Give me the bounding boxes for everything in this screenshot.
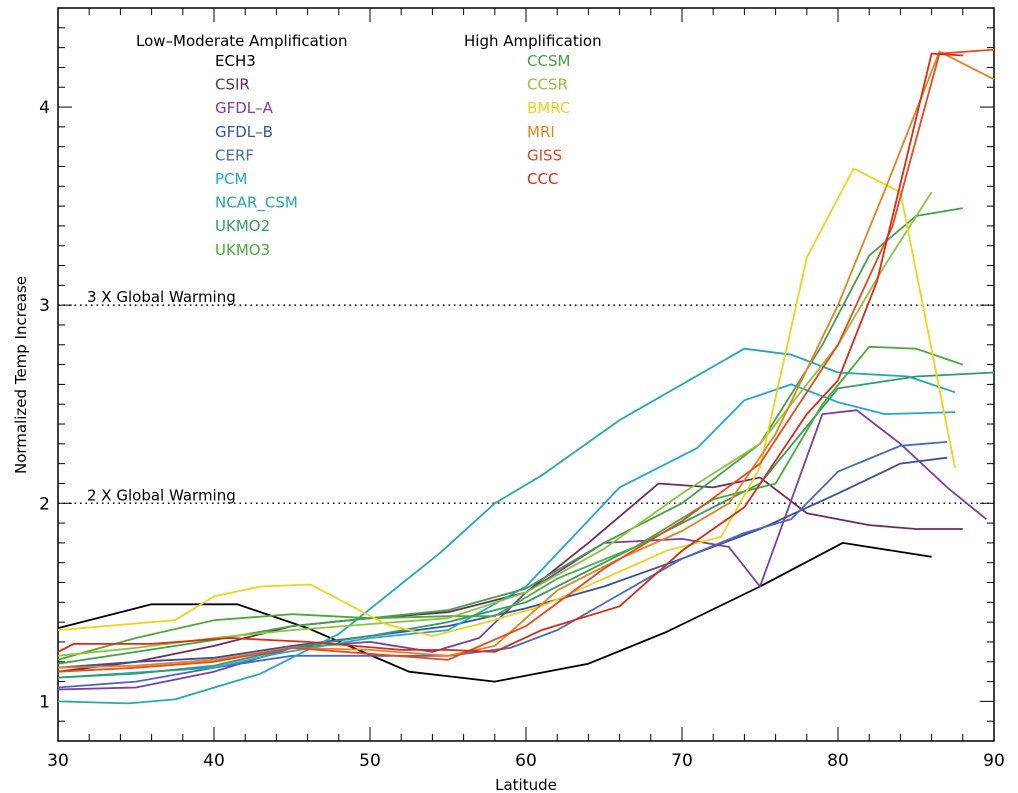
series-line-cerf xyxy=(57,441,948,689)
series-line-ncar-csm xyxy=(57,347,956,705)
plot-frame xyxy=(57,7,995,742)
legend-item: UKMO2 xyxy=(215,217,270,235)
legend-item: PCM xyxy=(215,170,247,188)
data-series xyxy=(57,48,995,705)
series-line-mri xyxy=(57,50,995,669)
reference-lines: 3 X Global Warming 2 X Global Warming xyxy=(58,288,994,504)
legend-group-title: High Amplification xyxy=(464,32,602,50)
x-tick-label: 70 xyxy=(671,751,693,771)
legend-item: NCAR_CSM xyxy=(215,194,298,213)
legend-item: GFDL–B xyxy=(215,123,273,141)
series-line-gfdl-b xyxy=(57,456,948,669)
legend-item: CCC xyxy=(527,170,558,188)
legend-group-title: Low–Moderate Amplification xyxy=(136,32,348,50)
legend-item: CERF xyxy=(215,146,254,164)
x-tick-label: 40 xyxy=(203,751,225,771)
x-tick-label: 90 xyxy=(983,751,1005,771)
legend-item: GISS xyxy=(527,146,562,164)
reference-line-label: 2 X Global Warming xyxy=(87,486,236,504)
axis-ticks: 30 40 50 60 70 80 90 1 2 3 4 xyxy=(39,7,1005,771)
y-tick-label: 4 xyxy=(39,98,50,118)
y-axis-title: Normalized Temp Increase xyxy=(12,276,30,474)
y-tick-label: 2 xyxy=(39,494,50,514)
legend-item: ECH3 xyxy=(215,52,256,70)
series-line-ukmo3 xyxy=(57,345,964,661)
legend-item: UKMO3 xyxy=(215,241,270,259)
legend-item: CSIR xyxy=(215,76,250,94)
series-line-bmrc xyxy=(57,167,956,637)
x-tick-label: 80 xyxy=(827,751,849,771)
reference-line-label: 3 X Global Warming xyxy=(87,288,236,306)
x-tick-label: 60 xyxy=(515,751,537,771)
legend: Low–Moderate Amplification ECH3 CSIR GFDL–A… xyxy=(136,32,602,259)
series-line-ccc xyxy=(57,52,963,653)
y-tick-label: 3 xyxy=(39,296,50,316)
legend-item: GFDL–A xyxy=(215,99,274,117)
y-tick-label: 1 xyxy=(39,692,50,712)
x-tick-label: 30 xyxy=(47,751,69,771)
legend-item: MRI xyxy=(527,123,555,141)
legend-item: CCSR xyxy=(527,76,568,94)
x-axis-title: Latitude xyxy=(495,776,557,793)
series-line-giss xyxy=(57,48,995,673)
series-line-ukmo2 xyxy=(57,371,995,679)
legend-item: BMRC xyxy=(527,99,570,117)
legend-item: CCSM xyxy=(527,52,570,70)
x-tick-label: 50 xyxy=(359,751,381,771)
series-line-gfdl-a xyxy=(57,409,987,691)
series-line-ech3 xyxy=(57,542,932,683)
